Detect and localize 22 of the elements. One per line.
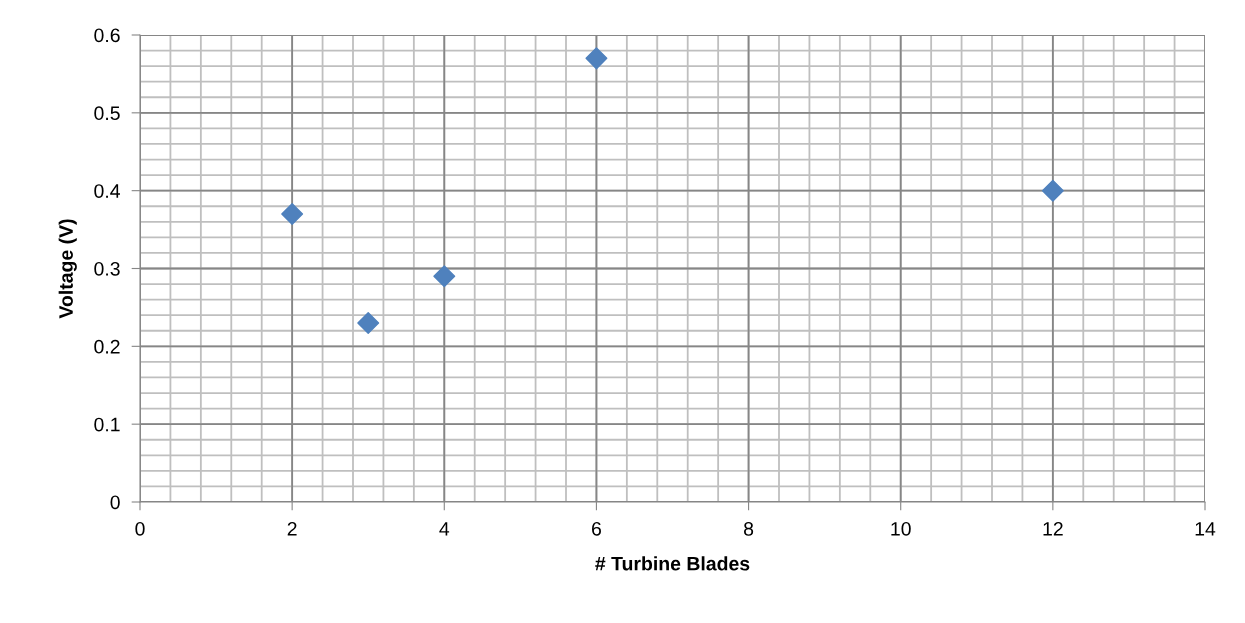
y-tick-label: 0.1 <box>94 417 120 432</box>
y-tick-label: 0 <box>110 495 120 510</box>
x-tick-label: 2 <box>287 521 297 536</box>
x-tick-label: 14 <box>1195 522 1216 536</box>
y-tick-label: 0.6 <box>94 28 120 43</box>
y-tick-label: 0.5 <box>94 106 120 121</box>
x-tick-label: 6 <box>592 521 601 536</box>
point <box>281 203 304 226</box>
x-tick-label: 4 <box>439 522 450 536</box>
x-tick-label: 10 <box>891 521 911 536</box>
x-tick-label: 8 <box>744 521 754 536</box>
point <box>433 265 456 288</box>
x-axis-title: # Turbine Blades <box>595 556 750 571</box>
y-axis-title: Voltage (V) <box>58 219 77 319</box>
y-tick-label: 0.4 <box>94 184 120 198</box>
point <box>1041 179 1064 202</box>
y-tick-label: 0.2 <box>94 339 120 354</box>
x-tick-label: 0 <box>135 521 145 536</box>
x-tick-label: 12 <box>1043 521 1063 536</box>
point <box>357 311 380 334</box>
y-tick-label: 0.3 <box>94 261 120 276</box>
point <box>585 47 608 70</box>
